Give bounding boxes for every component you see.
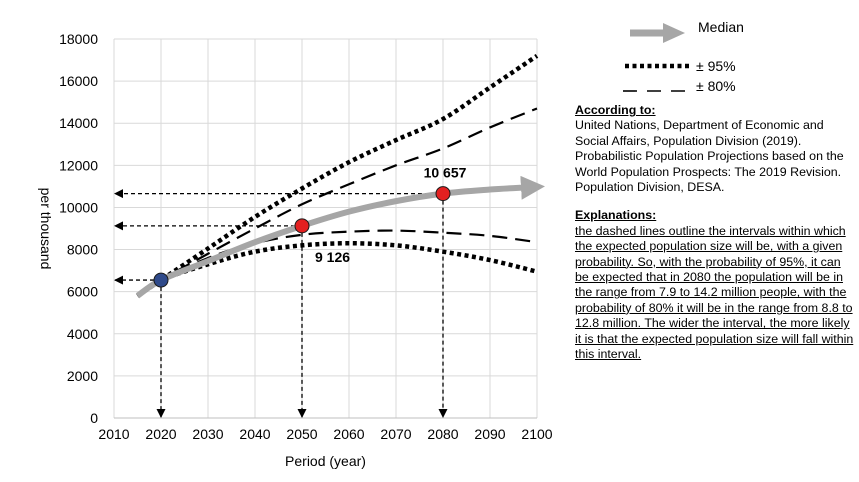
y-tick-label: 8000 — [67, 242, 98, 258]
gridlines — [113, 38, 538, 418]
y-tick-label: 2000 — [67, 368, 98, 384]
y-tick-label: 12000 — [59, 157, 98, 173]
highlight-point-2080 — [435, 186, 451, 202]
x-axis-title: Period (year) — [285, 453, 366, 469]
y-tick-label: 10000 — [59, 199, 98, 215]
x-tick-label: 2100 — [521, 426, 552, 442]
x-tick-label: 2030 — [192, 426, 223, 442]
legend-label-median: Median — [698, 19, 744, 35]
explanation-text: the dashed lines outline the intervals w… — [575, 223, 854, 362]
x-tick-label: 2060 — [333, 426, 364, 442]
x-tick-label: 2070 — [380, 426, 411, 442]
y-tick-label: 14000 — [59, 115, 98, 131]
highlight-point-2050 — [294, 218, 310, 234]
source-heading: According to: — [575, 103, 656, 117]
y-tick-label: 18000 — [59, 31, 98, 47]
data-label-2050: 9 126 — [315, 249, 350, 265]
data-labels: 9 126 10 657 — [315, 165, 467, 265]
x-tick-label: 2020 — [145, 426, 176, 442]
y-tick-label: 6000 — [67, 284, 98, 300]
legend-label-95: ± 95% — [696, 58, 736, 74]
highlight-points — [153, 186, 451, 288]
data-label-2080: 10 657 — [424, 165, 467, 181]
series-line-median — [135, 175, 545, 299]
series-line-80-upper — [136, 107, 538, 297]
x-tick-label: 2040 — [239, 426, 270, 442]
source-text: United Nations, Department of Economic a… — [575, 118, 844, 195]
series-line-95-upper — [136, 53, 539, 298]
explanation-heading: Explanations: — [575, 208, 657, 223]
x-tick-label: 2050 — [286, 426, 317, 442]
x-tick-label: 2090 — [474, 426, 505, 442]
highlight-point-2020 — [153, 272, 169, 288]
y-tick-label: 4000 — [67, 326, 98, 342]
series-line-95-lower — [136, 240, 538, 298]
legend-label-80: ± 80% — [696, 78, 736, 94]
side-panel: According to: United Nations, Department… — [575, 103, 855, 363]
x-tick-label: 2010 — [98, 426, 129, 442]
series-lines — [135, 53, 545, 299]
legend: Median ± 95% ± 80% — [623, 19, 744, 94]
y-tick-label: 0 — [90, 410, 98, 426]
axes: 0 2000 4000 6000 8000 10000 12000 14000 16000 180… — [38, 31, 553, 469]
x-tick-label: 2080 — [427, 426, 458, 442]
y-tick-label: 16000 — [59, 73, 98, 89]
guide-arrows — [114, 189, 448, 418]
legend-median-arrowhead — [663, 23, 685, 43]
y-axis-title: per thousand — [38, 188, 54, 270]
